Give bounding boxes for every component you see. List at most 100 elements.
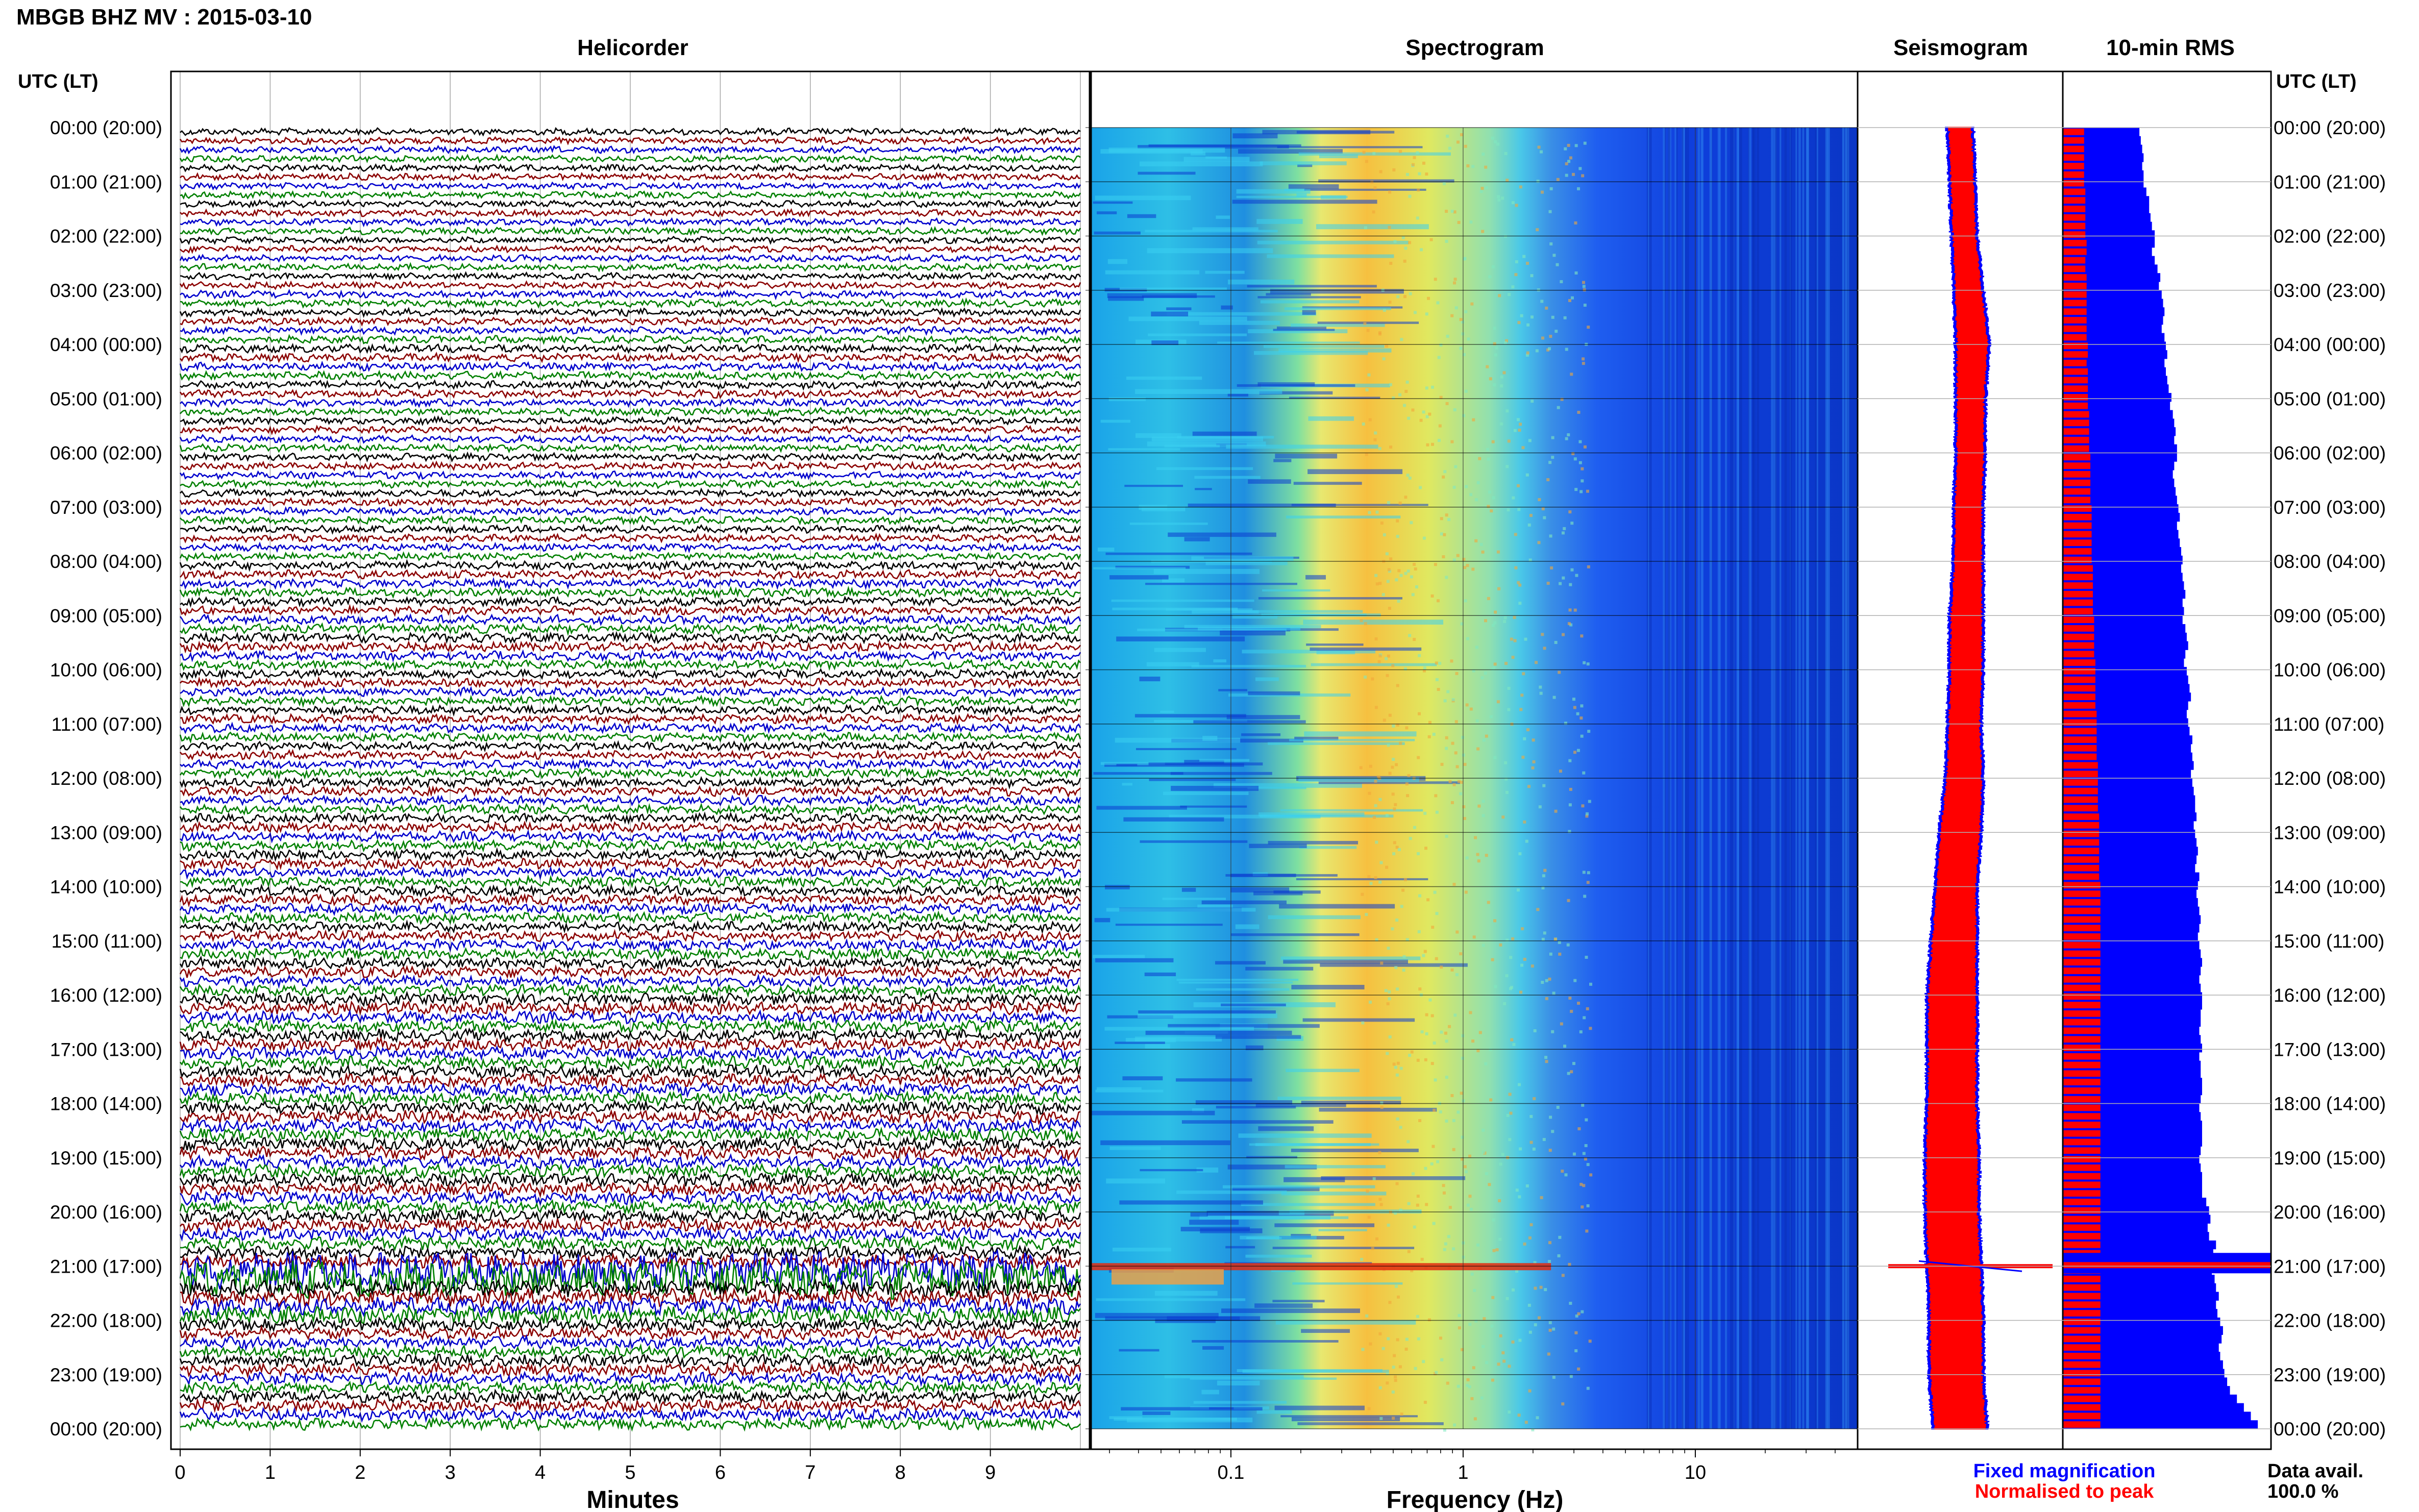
spectrogram-speckle — [1567, 622, 1571, 626]
spectrogram-speckle — [1383, 533, 1386, 537]
spectrogram-speckle — [1547, 1259, 1551, 1263]
spectrogram-speckle — [1582, 771, 1586, 775]
rms-bar-fixed — [2063, 435, 2175, 445]
spectrogram-speckle — [1562, 633, 1565, 636]
spectrogram-speckle — [1372, 815, 1376, 819]
spectrogram-speckle — [1552, 1327, 1556, 1331]
spectrogram-speckle — [1385, 552, 1389, 556]
rms-bar-normalised — [2063, 317, 2087, 324]
spectrogram-speckle — [1464, 310, 1468, 313]
spectrogram-speckle — [1466, 637, 1469, 640]
helicorder-trace — [179, 307, 1081, 318]
spectrogram-speckle — [1508, 1410, 1511, 1414]
spectrogram-speckle — [1379, 861, 1383, 864]
spectrogram-speckle — [1556, 263, 1559, 266]
spectrogram-speckle — [1552, 696, 1556, 699]
time-tick-left: 13:00 (09:00) — [50, 822, 162, 843]
rms-bar-fixed — [2063, 1317, 2220, 1327]
spectrogram-speckle — [1443, 1248, 1446, 1251]
spectrogram-streak — [1201, 900, 1287, 905]
spectrogram-speckle — [1515, 1270, 1519, 1273]
helicorder-trace — [180, 208, 1081, 218]
rms-bar-normalised — [2063, 419, 2089, 427]
rms-bar-normalised — [2063, 342, 2088, 350]
spectrogram-speckle — [1464, 599, 1467, 603]
spectrogram-streak — [1128, 316, 1247, 321]
spectrogram-speckle — [1545, 306, 1548, 310]
spectrogram-streak — [1257, 240, 1409, 244]
spectrogram-speckle — [1465, 703, 1469, 707]
spectrogram-speckle — [1466, 1383, 1469, 1387]
spectrogram-speckle — [1543, 516, 1546, 519]
spectrogram-speckle — [1507, 508, 1510, 512]
spectrogram-streak — [1180, 805, 1247, 808]
spectrogram-streak — [1227, 1164, 1317, 1170]
spectrogram-streak — [1093, 772, 1183, 775]
spectrogram-speckle — [1450, 440, 1454, 443]
spectrogram-speckle — [1425, 1032, 1428, 1035]
rms-bar-normalised — [2063, 368, 2088, 375]
spectrogram-speckle — [1529, 1114, 1533, 1118]
helicorder-trace — [179, 775, 1081, 790]
spectrogram-speckle — [1484, 619, 1488, 623]
helicorder-trace — [179, 1207, 1081, 1225]
spectrogram-speckle — [1507, 708, 1511, 711]
rms-bar-fixed — [2063, 461, 2175, 470]
rms-bar-normalised — [2063, 205, 2086, 212]
spectrogram-speckle — [1499, 384, 1503, 388]
rms-bar-normalised — [2063, 1370, 2101, 1377]
spectrogram-speckle — [1469, 1011, 1472, 1014]
spectrogram-speckle — [1556, 178, 1560, 181]
rms-bar-normalised — [2063, 848, 2100, 854]
spectrogram-speckle — [1417, 756, 1420, 759]
helicorder-trace — [179, 136, 1081, 146]
helicorder-xtick-label: 5 — [625, 1462, 635, 1483]
helicorder-trace — [180, 1081, 1081, 1099]
spectrogram-speckle — [1486, 448, 1490, 451]
spectrogram-speckle — [1505, 938, 1509, 942]
legend-normalised-to-peak: Normalised to peak — [1975, 1481, 2154, 1502]
spectrogram-speckle — [1540, 300, 1544, 303]
spectrogram-speckle — [1484, 1062, 1488, 1065]
panel-frame — [2062, 70, 2272, 1450]
rms-bar-normalised — [2063, 779, 2098, 786]
spectrogram-speckle — [1551, 436, 1554, 439]
spectrogram-speckle — [1460, 133, 1463, 136]
spectrogram-speckle — [1439, 1336, 1442, 1340]
spectrogram-speckle — [1568, 299, 1571, 302]
time-tick-right: 21:00 (17:00) — [2274, 1256, 2386, 1277]
spectrogram-streak — [1137, 628, 1287, 631]
spectrogram-speckle — [1455, 930, 1459, 934]
spectrogram-speckle — [1509, 1111, 1513, 1115]
rms-bar-normalised — [2063, 539, 2092, 547]
helicorder-trace — [179, 612, 1081, 626]
helicorder-trace — [179, 893, 1081, 908]
spectrogram-speckle — [1485, 186, 1488, 189]
spectrogram-speckle — [1436, 301, 1440, 305]
rms-bar-fixed — [2063, 1334, 2222, 1344]
spectrogram-speckle — [1453, 281, 1457, 285]
spectrogram-streak — [1236, 189, 1311, 194]
spectrogram-speckle — [1526, 262, 1529, 265]
spectrogram-speckle — [1472, 1366, 1475, 1370]
spectrogram-streak — [1307, 469, 1403, 475]
spectrogram-speckle — [1387, 1223, 1390, 1227]
spectrogram-speckle — [1514, 566, 1518, 569]
spectrogram-streak — [1167, 312, 1317, 316]
time-tick-right: 02:00 (22:00) — [2274, 226, 2386, 247]
spectrogram-speckle — [1523, 957, 1526, 961]
spectrogram-speckle — [1576, 749, 1580, 752]
spectrogram-speckle — [1462, 558, 1466, 561]
spectrogram-speckle — [1472, 669, 1475, 673]
spectrogram-speckle — [1460, 780, 1463, 784]
spectrogram-speckle — [1492, 624, 1495, 627]
spectrogram-speckle — [1510, 637, 1513, 641]
time-tick-right: 23:00 (19:00) — [2274, 1365, 2386, 1385]
spectrogram-speckle — [1408, 194, 1412, 198]
rms-bar-normalised — [2063, 445, 2089, 452]
spectrogram-speckle — [1505, 409, 1509, 413]
spectrogram-streak — [1160, 710, 1174, 713]
spectrogram-streak — [1153, 568, 1260, 574]
helicorder-trace — [179, 442, 1081, 454]
